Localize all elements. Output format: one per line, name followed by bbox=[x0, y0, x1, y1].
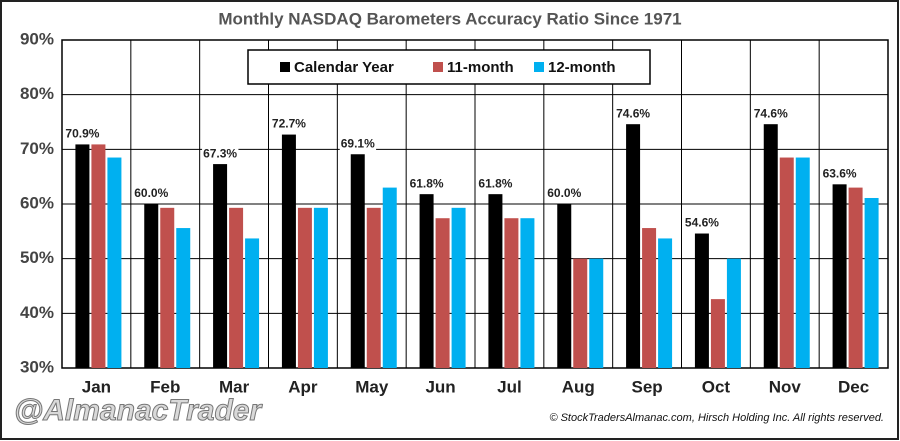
x-tick-label: Dec bbox=[838, 377, 869, 396]
x-tick-label: Jul bbox=[497, 377, 522, 396]
data-label: 54.6% bbox=[685, 216, 719, 230]
bar bbox=[848, 187, 863, 368]
bar bbox=[435, 218, 450, 368]
bar bbox=[626, 124, 641, 368]
watermark: @AlmanacTrader bbox=[14, 394, 263, 427]
label-background bbox=[133, 186, 170, 201]
bar bbox=[75, 144, 90, 368]
bar bbox=[213, 164, 228, 368]
data-label: 61.8% bbox=[478, 176, 512, 190]
data-label: 69.1% bbox=[341, 136, 375, 150]
label-background bbox=[270, 116, 308, 131]
y-tick-label: 30% bbox=[20, 357, 54, 376]
legend-label: 11-month bbox=[447, 59, 514, 76]
bar bbox=[419, 194, 434, 368]
data-label: 74.6% bbox=[754, 106, 788, 120]
bar bbox=[245, 238, 260, 368]
x-tick-label: Mar bbox=[219, 377, 250, 396]
source-note: © StockTradersAlmanac.com, Hirsch Holdin… bbox=[549, 412, 884, 424]
bar bbox=[557, 204, 572, 368]
bar bbox=[281, 134, 296, 368]
y-tick-label: 40% bbox=[20, 303, 54, 322]
legend-swatch bbox=[534, 62, 544, 72]
x-tick-label: Jun bbox=[425, 377, 455, 396]
bar bbox=[694, 233, 709, 368]
bar bbox=[176, 228, 191, 368]
legend-label: 12-month bbox=[548, 59, 616, 76]
legend-box bbox=[247, 49, 651, 85]
bar bbox=[795, 157, 810, 368]
bar bbox=[350, 154, 365, 368]
label-background bbox=[546, 186, 583, 201]
bar bbox=[229, 207, 244, 368]
y-tick-label: 80% bbox=[20, 84, 54, 103]
label-background bbox=[615, 106, 652, 121]
y-tick-label: 90% bbox=[20, 29, 54, 48]
bar bbox=[726, 258, 741, 368]
x-tick-label: Oct bbox=[702, 377, 731, 396]
bar bbox=[91, 144, 106, 368]
bar bbox=[382, 187, 397, 368]
bar bbox=[160, 207, 175, 368]
x-tick-label: Sep bbox=[631, 377, 662, 396]
y-tick-label: 60% bbox=[20, 193, 54, 212]
x-tick-label: Jan bbox=[82, 377, 111, 396]
bar bbox=[451, 207, 466, 368]
bar bbox=[520, 218, 535, 368]
data-label: 63.6% bbox=[823, 166, 857, 180]
x-tick-label: Nov bbox=[769, 377, 802, 396]
bar bbox=[658, 238, 673, 368]
data-label: 67.3% bbox=[203, 146, 237, 160]
y-tick-label: 70% bbox=[20, 139, 54, 158]
label-background bbox=[408, 176, 445, 191]
data-label: 74.6% bbox=[616, 106, 650, 120]
label-background bbox=[64, 126, 101, 141]
label-background bbox=[752, 106, 790, 121]
data-label: 70.9% bbox=[65, 127, 99, 141]
bar bbox=[488, 194, 503, 368]
bar bbox=[710, 299, 725, 368]
bar bbox=[642, 228, 657, 368]
x-tick-label: Feb bbox=[150, 377, 180, 396]
label-background bbox=[683, 215, 721, 230]
x-tick-label: May bbox=[355, 377, 389, 396]
y-tick-label: 50% bbox=[20, 248, 54, 267]
bar bbox=[779, 157, 794, 368]
bar bbox=[144, 204, 159, 368]
bar bbox=[297, 207, 312, 368]
bar bbox=[763, 124, 778, 368]
data-label: 60.0% bbox=[134, 186, 168, 200]
legend-label: Calendar Year bbox=[294, 59, 394, 76]
bar bbox=[589, 258, 604, 368]
bar bbox=[366, 207, 381, 368]
x-tick-label: Aug bbox=[562, 377, 595, 396]
label-background bbox=[339, 136, 377, 151]
label-background bbox=[821, 166, 858, 181]
bar bbox=[832, 184, 847, 368]
data-label: 60.0% bbox=[547, 186, 581, 200]
data-label: 61.8% bbox=[410, 176, 444, 190]
legend-swatch bbox=[433, 62, 443, 72]
legend-swatch bbox=[280, 62, 290, 72]
x-tick-label: Apr bbox=[288, 377, 318, 396]
chart-title: Monthly NASDAQ Barometers Accuracy Ratio… bbox=[218, 9, 681, 28]
bar bbox=[864, 197, 879, 368]
label-background bbox=[202, 146, 239, 161]
bar bbox=[313, 207, 328, 368]
bar bbox=[504, 218, 519, 368]
label-background bbox=[477, 176, 514, 191]
data-label: 72.7% bbox=[272, 117, 306, 131]
bar bbox=[573, 258, 588, 368]
bar bbox=[107, 157, 122, 368]
